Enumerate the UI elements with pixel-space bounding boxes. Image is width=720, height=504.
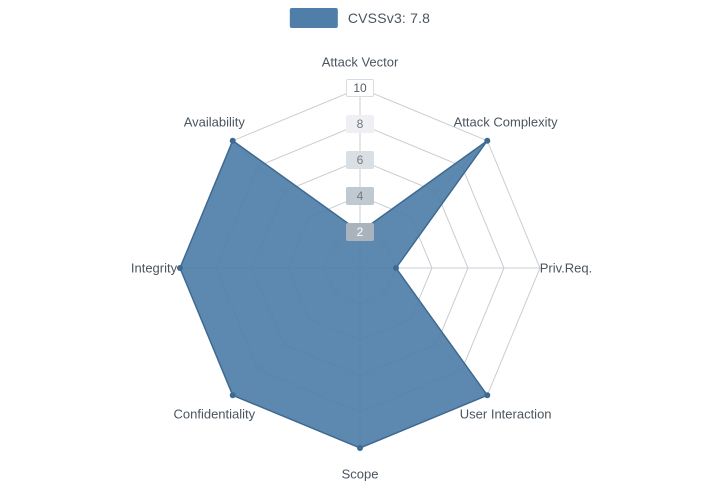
axis-tick: 8 bbox=[346, 115, 374, 133]
category-label: Scope bbox=[342, 467, 379, 482]
axis-tick: 2 bbox=[346, 223, 374, 241]
category-label: Availability bbox=[184, 115, 245, 130]
category-label: Confidentiality bbox=[174, 406, 256, 421]
chart-legend[interactable]: CVSSv3: 7.8 bbox=[290, 8, 430, 28]
series-marker bbox=[484, 392, 490, 398]
category-label: Attack Complexity bbox=[454, 115, 558, 130]
series-marker bbox=[393, 265, 399, 271]
legend-label: CVSSv3: 7.8 bbox=[348, 10, 430, 26]
category-label: User Interaction bbox=[460, 406, 552, 421]
series-marker bbox=[484, 138, 490, 144]
category-label: Integrity bbox=[131, 261, 177, 276]
series-marker bbox=[230, 138, 236, 144]
axis-tick: 6 bbox=[346, 151, 374, 169]
series-area bbox=[180, 141, 487, 448]
cvss-radar-chart: CVSSv3: 7.8 2 4 6 8 10 Attack Vector Attack Co… bbox=[0, 0, 720, 504]
series-marker bbox=[177, 265, 183, 271]
series-marker bbox=[230, 392, 236, 398]
category-label: Attack Vector bbox=[322, 55, 399, 70]
radar-svg bbox=[0, 0, 720, 504]
axis-tick: 4 bbox=[346, 187, 374, 205]
axis-tick: 10 bbox=[346, 79, 374, 97]
series-marker bbox=[357, 445, 363, 451]
category-label: Priv.Req. bbox=[540, 261, 593, 276]
legend-swatch bbox=[290, 8, 338, 28]
